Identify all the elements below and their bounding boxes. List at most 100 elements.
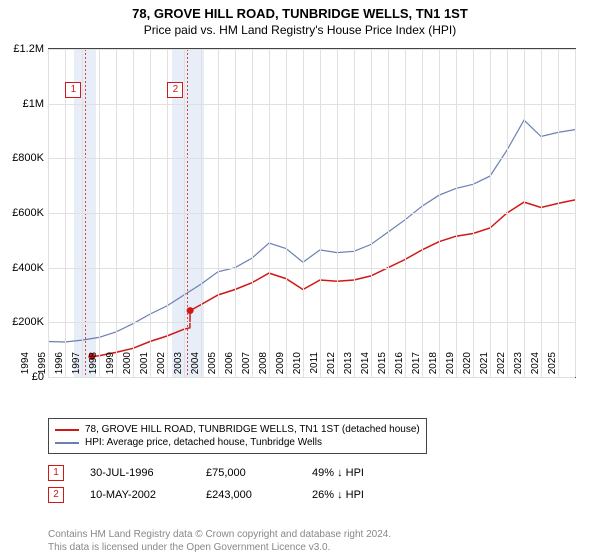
x-axis-label: 2007 [241, 352, 252, 382]
gridline [286, 49, 287, 377]
gridline [303, 49, 304, 377]
x-axis-label: 2024 [530, 352, 541, 382]
gridline [371, 49, 372, 377]
gridline [388, 49, 389, 377]
y-axis-label: £400K [2, 262, 44, 274]
footer-line: This data is licensed under the Open Gov… [48, 541, 391, 554]
gridline [269, 49, 270, 377]
marker-box: 1 [65, 82, 81, 98]
gridline [575, 49, 576, 377]
x-axis-label: 2020 [462, 352, 473, 382]
x-axis-label: 2003 [173, 352, 184, 382]
x-axis-label: 2017 [411, 352, 422, 382]
x-axis-label: 2008 [258, 352, 269, 382]
legend: 78, GROVE HILL ROAD, TUNBRIDGE WELLS, TN… [48, 418, 427, 454]
x-axis-label: 2019 [445, 352, 456, 382]
legend-item: 78, GROVE HILL ROAD, TUNBRIDGE WELLS, TN… [55, 423, 420, 436]
plot-area: £0£200K£400K£600K£800K£1M£1.2M1994199519… [48, 48, 576, 378]
gridline [48, 322, 575, 323]
legend-swatch [55, 442, 79, 444]
chart-subtitle: Price paid vs. HM Land Registry's House … [0, 21, 600, 41]
sale-marker-icon: 1 [48, 465, 64, 481]
x-axis-label: 2014 [360, 352, 371, 382]
x-axis-label: 2025 [547, 352, 558, 382]
gridline [422, 49, 423, 377]
gridline [541, 49, 542, 377]
gridline [456, 49, 457, 377]
y-axis-label: £200K [2, 316, 44, 328]
x-axis-label: 2005 [207, 352, 218, 382]
gridline [201, 49, 202, 377]
gridline [133, 49, 134, 377]
sale-price: £243,000 [206, 489, 286, 501]
x-axis-label: 2015 [377, 352, 388, 382]
x-axis-label: 2006 [224, 352, 235, 382]
gridline [439, 49, 440, 377]
gridline [48, 268, 575, 269]
gridline [99, 49, 100, 377]
footer: Contains HM Land Registry data © Crown c… [48, 528, 391, 554]
x-axis-label: 2018 [428, 352, 439, 382]
legend-label: HPI: Average price, detached house, Tunb… [85, 437, 322, 448]
y-axis-label: £1M [2, 98, 44, 110]
y-axis-label: £800K [2, 152, 44, 164]
legend-swatch [55, 429, 79, 431]
gridline [558, 49, 559, 377]
sale-date: 30-JUL-1996 [90, 467, 180, 479]
gridline [48, 158, 575, 159]
gridline [48, 49, 575, 50]
gridline [405, 49, 406, 377]
x-axis-label: 2023 [513, 352, 524, 382]
y-axis-label: £1.2M [2, 43, 44, 55]
x-axis-label: 2000 [122, 352, 133, 382]
x-axis-label: 2009 [275, 352, 286, 382]
gridline [473, 49, 474, 377]
x-axis-label: 2022 [496, 352, 507, 382]
x-axis-label: 1996 [54, 352, 65, 382]
gridline [116, 49, 117, 377]
x-axis-label: 2002 [156, 352, 167, 382]
x-axis-label: 2004 [190, 352, 201, 382]
gridline [252, 49, 253, 377]
chart-title: 78, GROVE HILL ROAD, TUNBRIDGE WELLS, TN… [0, 0, 600, 21]
x-axis-label: 1994 [20, 352, 31, 382]
x-axis-label: 2011 [309, 352, 320, 382]
gridline [507, 49, 508, 377]
gridline [354, 49, 355, 377]
y-axis-label: £600K [2, 207, 44, 219]
x-axis-label: 1999 [105, 352, 116, 382]
series-prop [92, 200, 575, 357]
footer-line: Contains HM Land Registry data © Crown c… [48, 528, 391, 541]
x-axis-label: 2021 [479, 352, 490, 382]
gridline [48, 104, 575, 105]
legend-label: 78, GROVE HILL ROAD, TUNBRIDGE WELLS, TN… [85, 424, 420, 435]
x-axis-label: 2001 [139, 352, 150, 382]
x-axis-label: 1995 [37, 352, 48, 382]
sale-price: £75,000 [206, 467, 286, 479]
x-axis-label: 2010 [292, 352, 303, 382]
gridline [490, 49, 491, 377]
sale-date: 10-MAY-2002 [90, 489, 180, 501]
sales-table: 1 30-JUL-1996 £75,000 49% ↓ HPI 2 10-MAY… [48, 462, 364, 506]
x-axis-label: 1997 [71, 352, 82, 382]
x-axis-label: 1998 [88, 352, 99, 382]
sale-marker-icon: 2 [48, 487, 64, 503]
gridline [235, 49, 236, 377]
gridline [218, 49, 219, 377]
x-axis-label: 2016 [394, 352, 405, 382]
gridline [524, 49, 525, 377]
gridline [150, 49, 151, 377]
gridline [82, 49, 83, 377]
x-axis-label: 2013 [343, 352, 354, 382]
sale-delta: 26% ↓ HPI [312, 489, 364, 501]
gridline [320, 49, 321, 377]
legend-item: HPI: Average price, detached house, Tunb… [55, 436, 420, 449]
gridline [48, 49, 49, 377]
sale-delta: 49% ↓ HPI [312, 467, 364, 479]
sale-row: 1 30-JUL-1996 £75,000 49% ↓ HPI [48, 462, 364, 484]
gridline [167, 49, 168, 377]
marker-box: 2 [167, 82, 183, 98]
sale-row: 2 10-MAY-2002 £243,000 26% ↓ HPI [48, 484, 364, 506]
gridline [184, 49, 185, 377]
x-axis-label: 2012 [326, 352, 337, 382]
